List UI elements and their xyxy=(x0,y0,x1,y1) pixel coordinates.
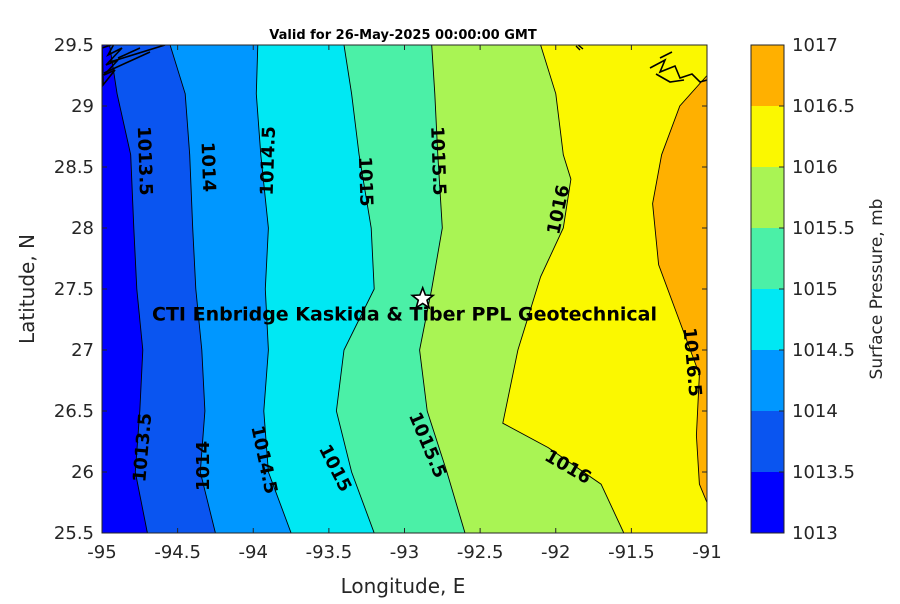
y-tick-label: 25.5 xyxy=(54,523,94,544)
y-tick-label: 26 xyxy=(71,462,94,483)
x-axis-label: Longitude, E xyxy=(341,574,466,598)
y-tick-label: 26.5 xyxy=(54,401,94,422)
coastline-north-fragment xyxy=(575,45,584,51)
contour-line-1016 xyxy=(502,45,625,533)
contour-lines xyxy=(109,45,707,533)
contour-label: 1014 xyxy=(197,142,220,193)
y-tick-label: 28 xyxy=(71,218,94,239)
x-tick-label: -95 xyxy=(87,542,116,563)
colorbar-segment xyxy=(751,228,784,289)
y-tick-label: 27 xyxy=(71,340,94,361)
contour-fills xyxy=(102,45,707,533)
y-tick-label: 28.5 xyxy=(54,157,94,178)
x-tick-label: -92.5 xyxy=(457,542,504,563)
y-axis-ticks: 25.5 26 26.5 27 27.5 28 28.5 29 29.5 xyxy=(54,35,707,544)
y-tick-label: 27.5 xyxy=(54,279,94,300)
colorbar-tick-label: 1015 xyxy=(792,279,838,300)
colorbar-segment xyxy=(751,45,784,106)
colorbar-tick-label: 1014.5 xyxy=(792,340,855,361)
band-fill-7 xyxy=(652,75,707,503)
contour-line-1015.5 xyxy=(419,45,466,533)
contour-label: 1015.5 xyxy=(426,126,449,196)
contour-line-1016.5 xyxy=(652,75,707,503)
marker-layer xyxy=(410,285,436,310)
contour-line-1014 xyxy=(169,45,216,533)
coastline-west-shape xyxy=(102,45,123,88)
colorbar-tick-label: 1016 xyxy=(792,157,838,178)
colorbar-label: Surface Pressure, mb xyxy=(867,199,887,380)
x-tick-label: -91 xyxy=(692,542,721,563)
colorbar-segment xyxy=(751,289,784,350)
x-axis-ticks: -95 -94.5 -94 -93.5 -93 -92.5 -92 -91.5 -91 xyxy=(87,45,722,563)
colorbar-segment xyxy=(751,350,784,411)
y-tick-label: 29 xyxy=(71,96,94,117)
x-tick-label: -92 xyxy=(541,542,570,563)
contour-label: 1014.5 xyxy=(257,126,280,196)
coastline-west-lines xyxy=(103,45,166,74)
colorbar-tick-label: 1014 xyxy=(792,401,838,422)
site-annotation: CTI Enbridge Kaskida & Tiber PPL Geotech… xyxy=(152,303,657,325)
contour-label: 1014 xyxy=(193,441,214,491)
colorbar-tick-label: 1013.5 xyxy=(792,462,855,483)
colorbar-segment xyxy=(751,411,784,472)
chart-title: Valid for 26-May-2025 00:00:00 GMT xyxy=(269,28,537,43)
site-star-marker xyxy=(410,285,436,310)
colorbar-segment xyxy=(751,167,784,228)
colorbar-segment xyxy=(751,106,784,167)
contour-line-1015 xyxy=(335,45,375,533)
x-tick-label: -93.5 xyxy=(306,542,353,563)
colorbar-ticks: 1013 1013.5 1014 1014.5 1015 1015.5 1016 1016.5… xyxy=(779,35,855,544)
y-tick-label: 29.5 xyxy=(54,35,94,56)
colorbar-tick-label: 1016.5 xyxy=(792,96,855,117)
band-fill-6 xyxy=(502,45,707,533)
colorbar-tick-label: 1015.5 xyxy=(792,218,855,239)
coastline-east-lines xyxy=(649,51,707,83)
contour-line-1013.5 xyxy=(109,45,148,533)
x-tick-label: -91.5 xyxy=(608,542,655,563)
x-tick-label: -93 xyxy=(390,542,419,563)
colorbar-tick-label: 1013 xyxy=(792,523,838,544)
x-tick-label: -94 xyxy=(239,542,268,563)
colorbar-segment xyxy=(751,472,784,533)
contour-label: 1015 xyxy=(354,156,377,207)
colorbar-tick-label: 1017 xyxy=(792,35,838,56)
x-tick-label: -94.5 xyxy=(154,542,201,563)
contour-line-1014.5 xyxy=(255,45,292,533)
colorbar xyxy=(750,44,785,534)
y-axis-label: Latitude, N xyxy=(15,234,39,344)
coastline xyxy=(102,45,707,88)
contour-label: 1013.5 xyxy=(133,126,156,196)
